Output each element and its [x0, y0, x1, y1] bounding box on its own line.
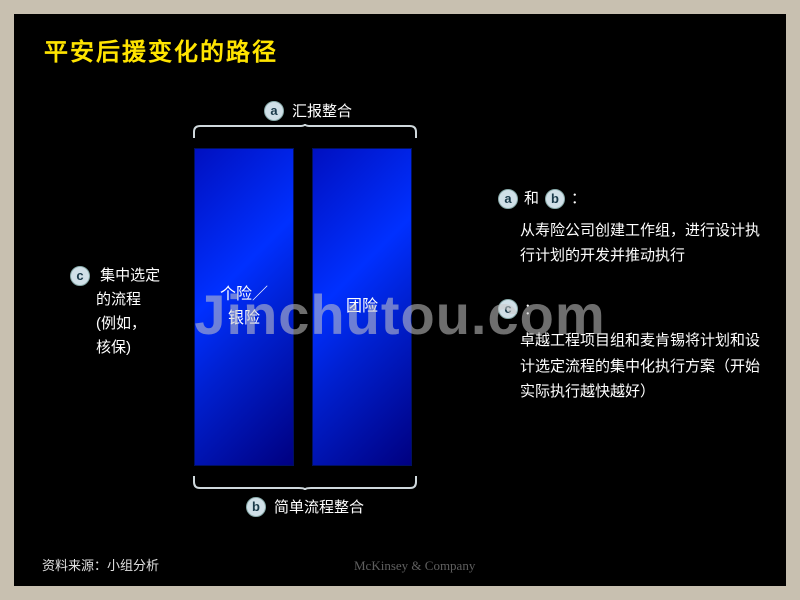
footer-logo: McKinsey & Company	[354, 558, 475, 574]
box1-text: 个险／ 银险	[220, 283, 268, 331]
right-explanation: a 和 b ： 从寿险公司创建工作组，进行设计执行计划的开发并推动执行 c ： …	[498, 186, 762, 433]
footer-source: 资料来源：小组分析	[42, 555, 159, 574]
bottom-bracket	[192, 474, 418, 490]
label-c-left: c	[70, 266, 90, 286]
left-line2: 的流程	[96, 291, 141, 308]
left-label-group: c 集中选定 的流程 (例如， 核保)	[70, 264, 160, 360]
ab-and: 和	[524, 186, 539, 212]
label-a-top: a	[264, 101, 284, 121]
bottom-label-group: b 简单流程整合	[246, 496, 364, 517]
top-label-group: a 汇报整合	[264, 100, 352, 121]
label-c-right: c	[498, 299, 518, 319]
left-line3: (例如，	[96, 315, 146, 332]
top-bracket	[192, 124, 418, 140]
left-line1: 集中选定	[100, 267, 160, 284]
label-a-right: a	[498, 189, 518, 209]
c-description: 卓越工程项目组和麦肯锡将计划和设计选定流程的集中化执行方案（开始实际执行越快越好…	[520, 328, 762, 405]
left-line4: 核保)	[96, 339, 131, 356]
box2-text: 团险	[346, 295, 378, 319]
label-b-bottom: b	[246, 497, 266, 517]
box-individual-bank: 个险／ 银险	[194, 148, 294, 466]
slide-canvas: 平安后援变化的路径 a 汇报整合 c 集中选定 的流程 (例如， 核保) 个险／…	[14, 14, 786, 586]
box-group-insurance: 团险	[312, 148, 412, 466]
ab-colon: ：	[571, 186, 586, 212]
label-b-right: b	[545, 189, 565, 209]
ab-description: 从寿险公司创建工作组，进行设计执行计划的开发并推动执行	[520, 218, 762, 269]
bottom-label-text: 简单流程整合	[274, 496, 364, 517]
c-colon: ：	[524, 297, 539, 323]
c-header: c ：	[498, 297, 762, 323]
top-label-text: 汇报整合	[292, 100, 352, 121]
page-title: 平安后援变化的路径	[44, 32, 278, 67]
ab-header: a 和 b ：	[498, 186, 762, 212]
